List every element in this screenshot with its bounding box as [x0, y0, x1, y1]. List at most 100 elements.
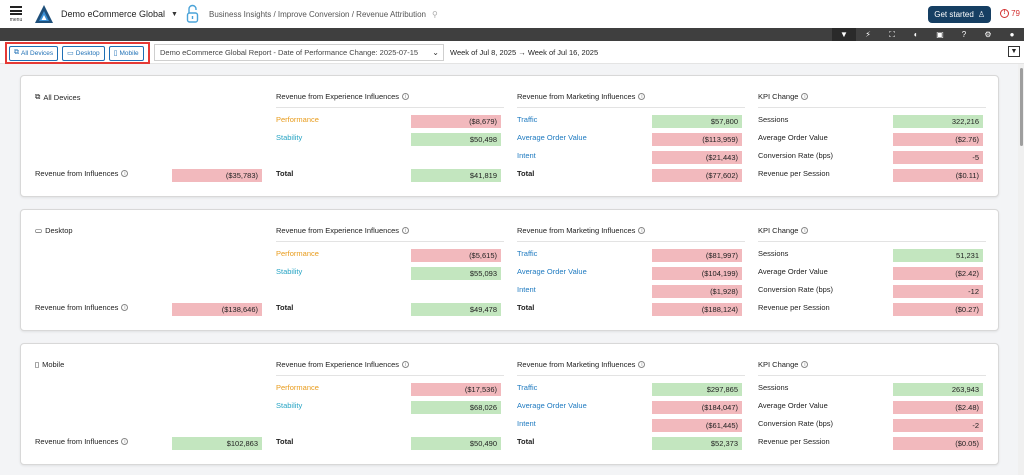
- experience-influence-link[interactable]: Stability: [276, 401, 303, 410]
- experience-influence-link[interactable]: Performance: [276, 115, 319, 124]
- scrollbar[interactable]: [1018, 64, 1024, 475]
- toolbar: ▼ ⚡ ⛶ ◐ ▣ ? ⚙ ●: [0, 28, 1024, 41]
- total-label: Total: [517, 303, 535, 312]
- marketing-influence-link[interactable]: Average Order Value: [517, 133, 587, 142]
- marketing-influence-link[interactable]: Traffic: [517, 249, 538, 258]
- info-icon[interactable]: i: [638, 227, 646, 234]
- contrast-icon[interactable]: ◐: [913, 30, 919, 39]
- experience-header: Revenue from Experience Influences i: [276, 226, 409, 235]
- gear-icon[interactable]: ⚙: [984, 30, 992, 39]
- experience-value: $68,026: [411, 401, 501, 414]
- collapse-toggle-icon[interactable]: ▼: [1008, 46, 1020, 57]
- kpi-header: KPI Change i: [758, 92, 809, 101]
- info-icon[interactable]: i: [801, 361, 809, 368]
- experience-column: Revenue from Experience Influences i Per…: [276, 210, 504, 330]
- fullscreen-icon[interactable]: ⛶: [889, 29, 895, 39]
- segment-card: ⧉ All Devices Revenue from Influences i …: [20, 75, 999, 197]
- mobile-icon: ▯: [113, 50, 118, 57]
- report-select[interactable]: Demo eCommerce Global Report - Date of P…: [154, 44, 444, 61]
- marketing-influence-link[interactable]: Intent: [517, 151, 536, 160]
- all-devices-button[interactable]: ⧉ All Devices: [9, 45, 59, 61]
- info-icon[interactable]: i: [402, 227, 409, 234]
- marketing-influence-link[interactable]: Average Order Value: [517, 401, 587, 410]
- week-range[interactable]: Week of Jul 8, 2025 → Week of Jul 16, 20…: [450, 48, 599, 57]
- kpi-column: KPI Change i Sessions 263,943 Average Ord…: [758, 344, 986, 464]
- kpi-value: 51,231: [893, 249, 983, 262]
- get-started-button[interactable]: Get started ♙: [928, 6, 991, 23]
- rfi-label: Revenue from Influences i: [35, 303, 129, 312]
- user-icon[interactable]: ●: [1009, 30, 1015, 39]
- app-logo-icon[interactable]: [34, 4, 54, 24]
- info-icon[interactable]: i: [121, 438, 129, 445]
- scrollbar-thumb[interactable]: [1020, 68, 1023, 146]
- marketing-influence-link[interactable]: Traffic: [517, 115, 538, 124]
- info-icon[interactable]: i: [638, 361, 646, 368]
- kpi-value: -5: [893, 151, 983, 164]
- marketing-header: Revenue from Marketing Influences i: [517, 360, 646, 369]
- divider: [276, 107, 504, 108]
- rfi-value: ($35,783): [172, 169, 262, 182]
- kpi-label: Conversion Rate (bps): [758, 285, 834, 294]
- kpi-value: 322,216: [893, 115, 983, 128]
- pin-icon[interactable]: ⚲: [431, 9, 438, 19]
- devices-icon: ⧉: [35, 92, 41, 101]
- org-dropdown-icon[interactable]: ▼: [171, 10, 178, 18]
- desktop-button[interactable]: ▭ Desktop: [62, 45, 105, 61]
- info-icon[interactable]: i: [121, 304, 129, 311]
- kpi-value: ($0.11): [893, 169, 983, 182]
- marketing-influence-link[interactable]: Intent: [517, 285, 536, 294]
- alerts-indicator[interactable]: ! 79: [1000, 9, 1020, 18]
- desktop-icon: ▭: [35, 226, 43, 235]
- marketing-total-value: $52,373: [652, 437, 742, 450]
- kpi-value: ($0.05): [893, 437, 983, 450]
- marketing-column: Revenue from Marketing Influences i Traf…: [517, 210, 745, 330]
- info-icon[interactable]: i: [402, 93, 409, 100]
- mobile-button[interactable]: ▯ Mobile: [108, 45, 144, 61]
- alert-count: 79: [1011, 9, 1020, 18]
- kpi-value: ($2.42): [893, 267, 983, 280]
- segment-title: ▯ Mobile: [35, 360, 64, 369]
- marketing-influence-link[interactable]: Intent: [517, 419, 536, 428]
- info-icon[interactable]: i: [801, 227, 809, 234]
- info-icon[interactable]: i: [801, 93, 809, 100]
- experience-influence-link[interactable]: Stability: [276, 133, 303, 142]
- experience-column: Revenue from Experience Influences i Per…: [276, 76, 504, 196]
- info-icon[interactable]: i: [402, 361, 409, 368]
- kpi-value: ($0.27): [893, 303, 983, 316]
- experience-influence-link[interactable]: Performance: [276, 383, 319, 392]
- filter-icon[interactable]: ▼: [832, 28, 856, 41]
- bolt-icon[interactable]: ⚡: [865, 30, 871, 39]
- marketing-total-value: ($188,124): [652, 303, 742, 316]
- experience-influence-link[interactable]: Performance: [276, 249, 319, 258]
- marketing-influence-link[interactable]: Average Order Value: [517, 267, 587, 276]
- marketing-value: $57,800: [652, 115, 742, 128]
- experience-value: $50,498: [411, 133, 501, 146]
- unlock-icon[interactable]: [186, 4, 199, 24]
- experience-column: Revenue from Experience Influences i Per…: [276, 344, 504, 464]
- info-icon[interactable]: i: [638, 93, 646, 100]
- marketing-header: Revenue from Marketing Influences i: [517, 226, 646, 235]
- org-name[interactable]: Demo eCommerce Global: [61, 9, 166, 19]
- top-bar: menu Demo eCommerce Global ▼ Business In…: [0, 0, 1024, 28]
- divider: [758, 107, 986, 108]
- data-icon[interactable]: ▣: [936, 30, 944, 39]
- help-icon[interactable]: ?: [961, 30, 967, 39]
- rfi-value: $102,863: [172, 437, 262, 450]
- divider: [517, 375, 745, 376]
- marketing-influence-link[interactable]: Traffic: [517, 383, 538, 392]
- marketing-value: ($81,997): [652, 249, 742, 262]
- experience-header: Revenue from Experience Influences i: [276, 360, 409, 369]
- menu-button[interactable]: menu: [2, 0, 30, 28]
- marketing-value: ($21,443): [652, 151, 742, 164]
- marketing-column: Revenue from Marketing Influences i Traf…: [517, 344, 745, 464]
- info-icon[interactable]: i: [121, 170, 129, 177]
- kpi-label: Revenue per Session: [758, 303, 830, 312]
- kpi-label: Conversion Rate (bps): [758, 151, 834, 160]
- total-label: Total: [517, 169, 535, 178]
- experience-influence-link[interactable]: Stability: [276, 267, 303, 276]
- kpi-column: KPI Change i Sessions 322,216 Average Ord…: [758, 76, 986, 196]
- segment-column: ▯ Mobile Revenue from Influences i $102,…: [35, 344, 263, 464]
- segment-column: ▭ Desktop Revenue from Influences i ($13…: [35, 210, 263, 330]
- experience-value: ($8,679): [411, 115, 501, 128]
- desktop-icon: ▭: [67, 50, 74, 57]
